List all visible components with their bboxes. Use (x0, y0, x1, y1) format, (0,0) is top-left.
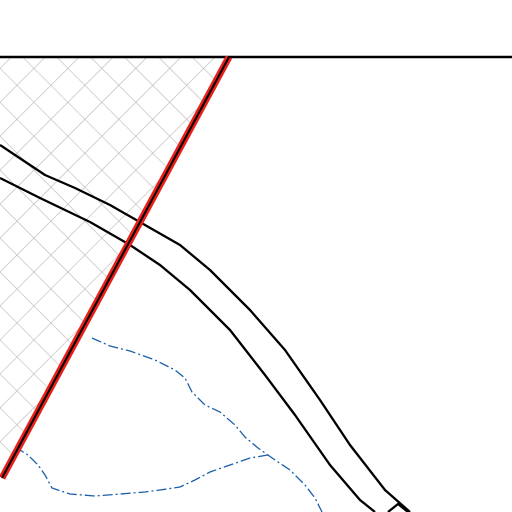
stream-branch (19, 449, 269, 497)
red-boundary-core (1, 56, 230, 479)
road (0, 144, 411, 512)
road-end (387, 502, 409, 512)
road-edge-upper (0, 144, 411, 512)
road-edge-lower (0, 176, 376, 512)
stream-main (91, 337, 323, 512)
stream (19, 337, 323, 512)
